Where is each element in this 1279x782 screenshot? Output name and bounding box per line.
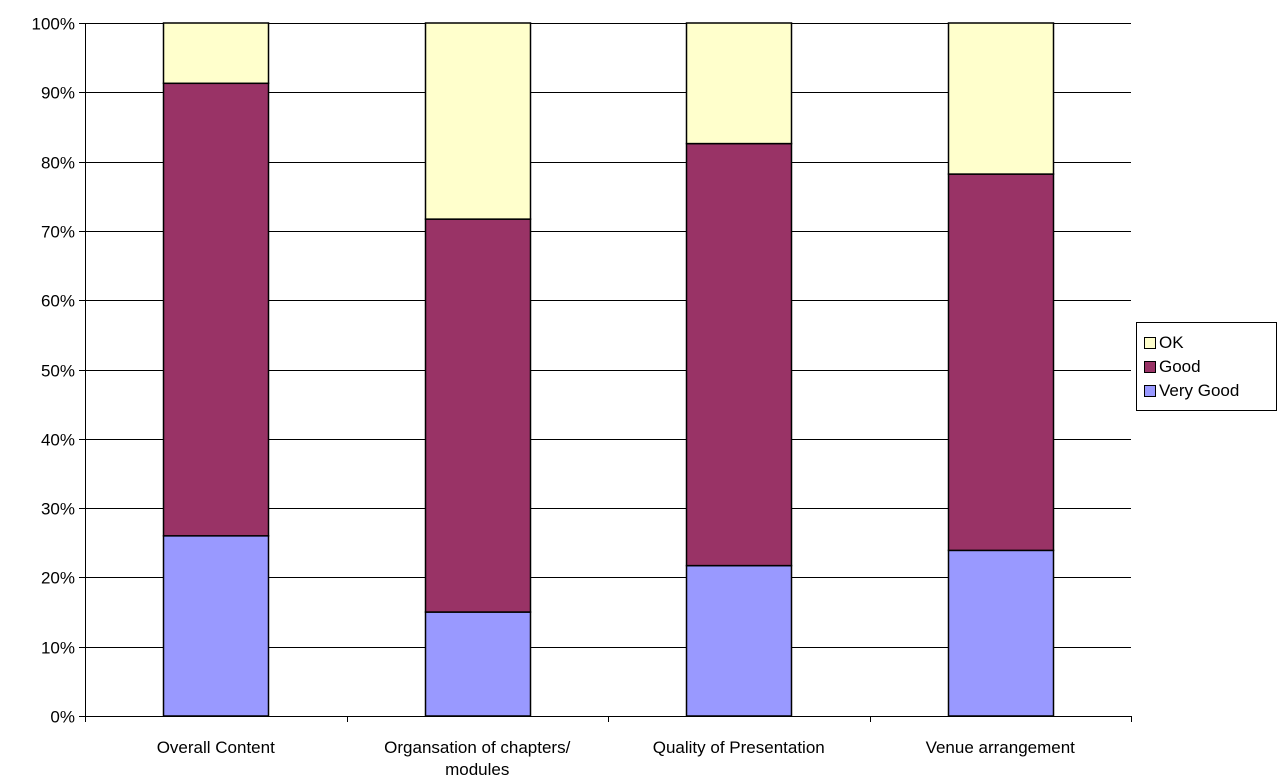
bar-good [685,142,793,567]
legend: OK Good Very Good [1136,322,1277,411]
legend-label: OK [1159,333,1184,352]
bar-very-good [424,611,532,717]
legend-label: Very Good [1159,381,1240,400]
y-tick-label: 10% [41,639,75,658]
legend-item: OK [1144,332,1184,354]
bar-ok [162,22,270,85]
bars [162,22,1055,717]
bar-ok [424,22,532,220]
axes [79,23,1132,722]
y-tick-label: 60% [41,292,75,311]
y-tick-label: 50% [41,362,75,381]
y-tick-label: 70% [41,223,75,242]
x-category-label: Overall Content [157,738,275,757]
legend-label: Good [1159,357,1201,376]
x-category-label: Quality of Presentation [653,738,825,757]
y-tick-label: 90% [41,84,75,103]
y-tick-label: 30% [41,500,75,519]
axis-labels: 0% 10% 20% 30% 40% 50% 60% 70% 80% 90% 100% Overall… [32,15,1076,780]
bar-very-good [947,549,1055,717]
y-tick-label: 0% [50,708,75,727]
x-category-label: Organsation of chapters/modules [384,738,570,779]
bar-very-good [162,535,270,717]
y-tick-label: 80% [41,154,75,173]
legend-swatch [1144,337,1156,349]
bar-ok [685,22,793,145]
bar-good [162,82,270,537]
bar-good [424,218,532,613]
legend-swatch [1144,361,1156,373]
bar-very-good [685,564,793,717]
x-category-label: Venue arrangement [926,738,1076,757]
y-tick-label: 20% [41,569,75,588]
y-tick-label: 40% [41,431,75,450]
bar-ok [947,22,1055,175]
bar-good [947,173,1055,552]
y-tick-label: 100% [32,15,75,34]
legend-swatch [1144,385,1156,397]
legend-item: Good [1144,356,1201,378]
legend-item: Very Good [1144,380,1239,402]
